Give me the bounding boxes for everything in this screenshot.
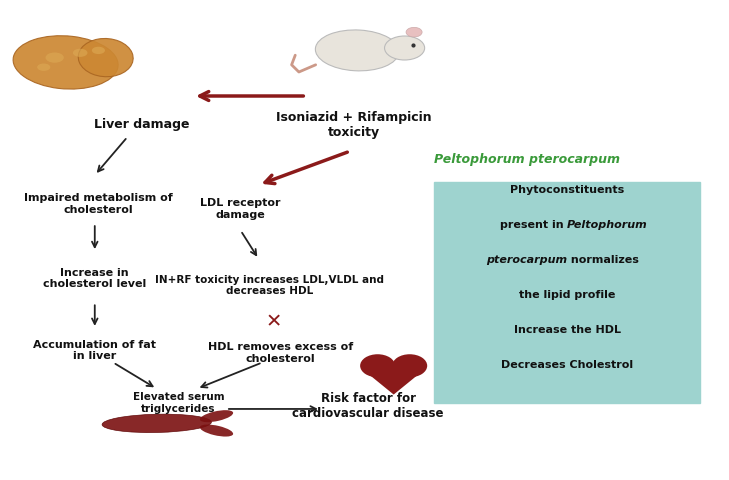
Text: present in: present in <box>499 220 567 229</box>
Text: the lipid profile: the lipid profile <box>519 290 615 300</box>
Ellipse shape <box>92 47 105 54</box>
Text: pterocarpum: pterocarpum <box>486 255 567 264</box>
Ellipse shape <box>316 30 399 71</box>
Text: Increase the HDL: Increase the HDL <box>514 325 620 335</box>
Ellipse shape <box>13 36 118 89</box>
Text: Liver damage: Liver damage <box>94 118 190 132</box>
Text: Peltophorum: Peltophorum <box>567 220 648 229</box>
Text: Accumulation of fat
in liver: Accumulation of fat in liver <box>34 339 156 361</box>
Ellipse shape <box>392 354 427 377</box>
Text: Elevated serum
triglycerides: Elevated serum triglycerides <box>133 393 225 414</box>
Ellipse shape <box>102 414 211 432</box>
FancyBboxPatch shape <box>434 182 700 403</box>
Text: IN+RF toxicity increases LDL,VLDL and
decreases HDL: IN+RF toxicity increases LDL,VLDL and de… <box>155 275 384 296</box>
Ellipse shape <box>200 410 233 422</box>
Text: HDL removes excess of
cholesterol: HDL removes excess of cholesterol <box>208 342 354 364</box>
Polygon shape <box>363 370 424 395</box>
Text: Risk factor for
cardiovascular disease: Risk factor for cardiovascular disease <box>292 392 444 420</box>
Ellipse shape <box>360 354 395 377</box>
Text: Peltophorum pterocarpum: Peltophorum pterocarpum <box>434 153 620 166</box>
Ellipse shape <box>73 49 87 57</box>
Text: Phytoconstituents: Phytoconstituents <box>510 185 624 194</box>
Text: normalizes: normalizes <box>567 255 639 264</box>
Ellipse shape <box>406 27 422 37</box>
Text: ✕: ✕ <box>265 312 281 331</box>
Text: Decreases Cholestrol: Decreases Cholestrol <box>501 360 634 370</box>
Text: Increase in
cholesterol level: Increase in cholesterol level <box>43 268 147 289</box>
Ellipse shape <box>37 63 50 71</box>
Ellipse shape <box>45 52 63 63</box>
Ellipse shape <box>78 38 133 77</box>
Text: LDL receptor
damage: LDL receptor damage <box>200 198 281 220</box>
Ellipse shape <box>384 36 424 60</box>
Text: Impaired metabolism of
cholesterol: Impaired metabolism of cholesterol <box>24 193 173 215</box>
Text: Isoniazid + Rifampicin
toxicity: Isoniazid + Rifampicin toxicity <box>276 111 432 139</box>
Ellipse shape <box>200 425 233 436</box>
